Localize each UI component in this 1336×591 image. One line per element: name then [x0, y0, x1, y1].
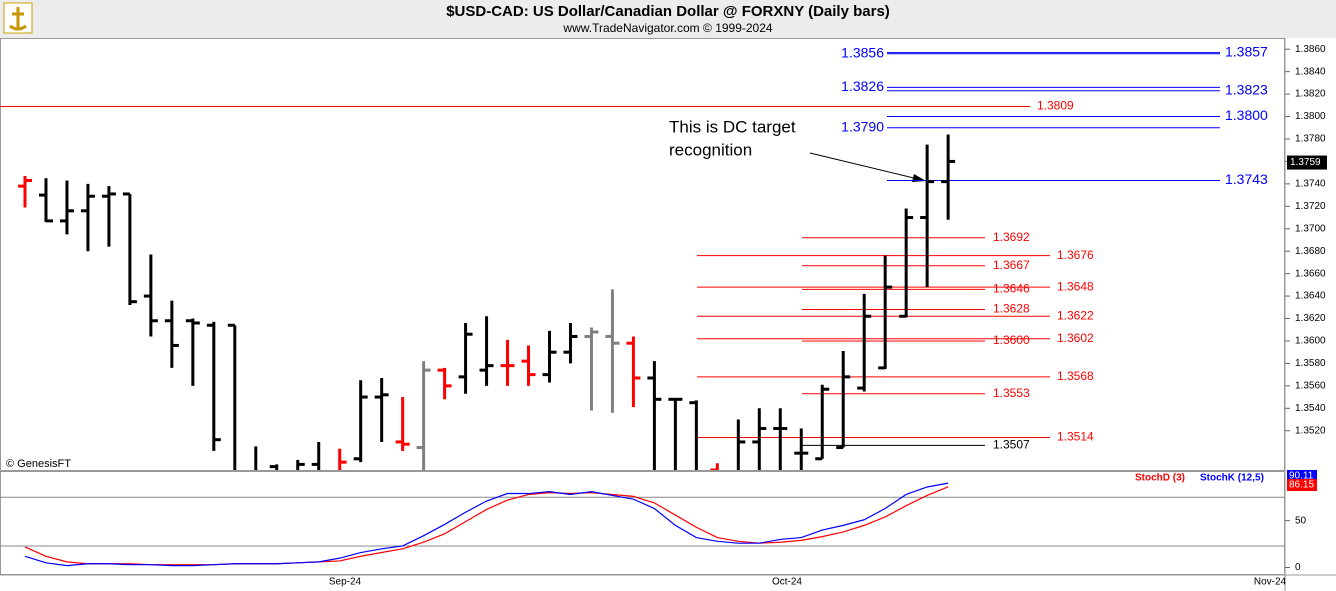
level-label: 1.3743 [1225, 171, 1268, 187]
y-tick-label: 0 [1295, 562, 1301, 573]
annotation-arrow [809, 152, 926, 182]
y-tick-label: 1.3660 [1295, 268, 1326, 279]
level-label: 1.3514 [1057, 430, 1094, 444]
y-tick-label: 1.3800 [1295, 111, 1326, 122]
legend-entry: StochD (3) [1135, 473, 1185, 484]
header-bg [0, 0, 1336, 38]
level-label: 1.3648 [1057, 279, 1094, 293]
x-tick-label: Sep-24 [329, 577, 362, 588]
last-price-box [1287, 155, 1327, 170]
y-tick-label: 1.3700 [1295, 223, 1326, 234]
y-tick-label: 1.3580 [1295, 358, 1326, 369]
level-label: 1.3692 [993, 230, 1030, 244]
chart-subtitle: www.TradeNavigator.com © 1999-2024 [562, 21, 772, 35]
level-label: 1.3856 [841, 44, 884, 60]
y-tick-label: 1.3680 [1295, 246, 1326, 257]
watermark: © GenesisFT [6, 458, 71, 470]
level-label: 1.3800 [1225, 107, 1268, 123]
y-tick-label: 50 [1295, 515, 1307, 526]
level-label: 1.3622 [1057, 308, 1094, 322]
y-tick-label: 1.3780 [1295, 134, 1326, 145]
level-label: 1.3826 [841, 78, 884, 94]
level-label: 1.3790 [841, 118, 884, 134]
level-label: 1.3507 [993, 437, 1030, 451]
level-label: 1.3553 [993, 386, 1030, 400]
level-label: 1.3676 [1057, 248, 1094, 262]
last-value-label: 90.11 [1289, 471, 1314, 482]
y-tick-label: 1.3540 [1295, 403, 1326, 414]
y-tick-label: 1.3620 [1295, 313, 1326, 324]
y-tick-label: 1.3860 [1295, 44, 1326, 55]
stoch-panel [0, 471, 1285, 575]
last-value-label: 86.15 [1289, 480, 1314, 491]
logo [3, 2, 33, 34]
annotation: This is DC target [669, 117, 796, 136]
y-tick-label: 1.3820 [1295, 89, 1326, 100]
level-label: 1.3857 [1225, 43, 1268, 59]
level-label: 1.3600 [993, 333, 1030, 347]
y-tick-label: 1.3600 [1295, 336, 1326, 347]
bars [18, 134, 956, 470]
y-tick-label: 1.3560 [1295, 380, 1326, 391]
legend-entry: StochK (12,5) [1200, 473, 1264, 484]
x-tick-label: Oct-24 [772, 577, 802, 588]
y-tick-label: 1.3720 [1295, 201, 1326, 212]
y-tick-label: 1.3520 [1295, 425, 1326, 436]
last-price-label: 1.3759 [1290, 157, 1321, 168]
level-label: 1.3628 [993, 302, 1030, 316]
x-tick-label: Nov-24 [1254, 577, 1287, 588]
chart-title: $USD-CAD: US Dollar/Canadian Dollar @ FO… [446, 3, 890, 20]
y-tick-label: 1.3840 [1295, 66, 1326, 77]
level-label: 1.3667 [993, 258, 1030, 272]
annotation: recognition [669, 140, 752, 159]
level-label: 1.3823 [1225, 81, 1268, 97]
stoch-line [24, 486, 949, 566]
level-label: 1.3809 [1037, 99, 1074, 113]
stoch-line [24, 482, 949, 567]
level-label: 1.3602 [1057, 331, 1094, 345]
y-tick-label: 1.3740 [1295, 179, 1326, 190]
level-label: 1.3568 [1057, 369, 1094, 383]
y-tick-label: 1.3640 [1295, 291, 1326, 302]
last-value-box [1287, 479, 1317, 491]
level-label: 1.3646 [993, 282, 1030, 296]
